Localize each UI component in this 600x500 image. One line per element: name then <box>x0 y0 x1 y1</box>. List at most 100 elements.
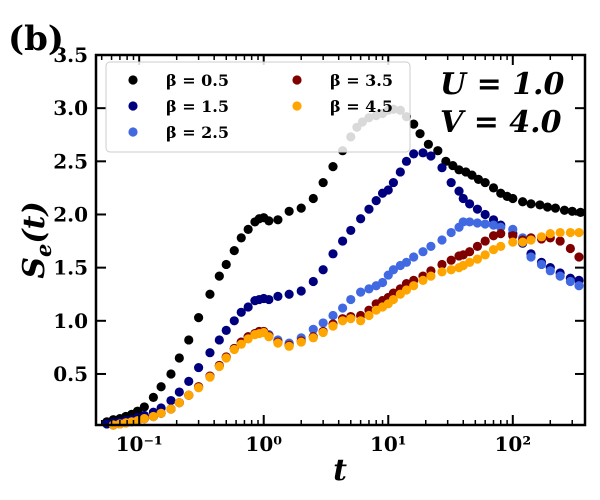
data-point <box>346 314 356 324</box>
data-point <box>465 247 475 257</box>
data-point <box>328 321 338 331</box>
series-4 <box>108 227 584 430</box>
data-point <box>480 250 490 260</box>
data-point <box>418 275 428 286</box>
legend-label: β = 0.5 <box>166 71 229 90</box>
data-point <box>328 162 338 172</box>
data-point <box>401 156 412 166</box>
data-point <box>472 254 483 264</box>
y-tick-label: 1.0 <box>53 309 88 333</box>
data-point <box>194 362 204 373</box>
data-point <box>338 303 348 313</box>
series-1 <box>102 148 584 429</box>
legend-label: β = 4.5 <box>330 97 393 116</box>
data-points <box>102 104 586 430</box>
legend: β = 0.5 β = 1.5 β = 2.5 β = 3.5 β = 4.5 <box>105 61 411 153</box>
data-point <box>508 193 518 204</box>
data-point <box>356 287 366 297</box>
data-point <box>318 177 328 188</box>
data-point <box>574 252 584 262</box>
data-point <box>273 338 283 348</box>
x-axis-label: t <box>333 453 347 488</box>
data-point <box>496 222 506 232</box>
data-point <box>426 241 436 251</box>
data-point <box>574 227 584 238</box>
data-point <box>508 224 518 234</box>
data-point <box>480 177 490 188</box>
data-point <box>555 227 565 238</box>
data-point <box>346 225 356 236</box>
legend-marker <box>128 75 138 85</box>
data-point <box>401 278 412 289</box>
data-point <box>214 335 224 345</box>
y-tick-label: 1.5 <box>53 256 88 280</box>
legend-marker <box>128 101 138 111</box>
data-point <box>526 199 536 209</box>
legend-marker <box>128 127 138 137</box>
data-point <box>446 265 456 275</box>
data-point <box>388 288 399 298</box>
data-point <box>296 337 306 347</box>
data-point <box>364 310 374 321</box>
annotation-u: U = 1.0 <box>440 67 565 102</box>
data-point <box>472 204 483 214</box>
data-point <box>273 291 283 301</box>
data-point <box>536 259 547 270</box>
data-point <box>338 236 348 246</box>
data-point <box>264 332 274 342</box>
data-point <box>409 149 419 159</box>
x-tick-label: 10² <box>494 432 531 456</box>
data-point <box>229 344 239 355</box>
data-point <box>318 265 328 275</box>
data-point <box>284 341 294 351</box>
series-0 <box>102 104 586 427</box>
legend-label: β = 3.5 <box>330 71 393 90</box>
data-point <box>508 231 518 241</box>
data-point <box>480 236 490 246</box>
data-point <box>545 266 555 276</box>
legend-marker <box>292 101 302 111</box>
data-point <box>184 390 194 400</box>
data-point <box>446 177 456 188</box>
data-point <box>526 235 536 245</box>
data-point <box>415 129 425 139</box>
data-point <box>243 224 253 234</box>
panel-label: (b) <box>8 19 64 59</box>
data-point <box>565 227 575 238</box>
y-tick-label: 3.5 <box>53 43 88 67</box>
data-point <box>221 353 231 363</box>
data-point <box>496 229 506 239</box>
data-point <box>221 325 231 335</box>
legend-label: β = 1.5 <box>166 97 229 116</box>
data-point <box>409 119 419 129</box>
data-point <box>565 276 575 287</box>
data-point <box>559 205 570 215</box>
data-point <box>472 218 483 228</box>
data-point <box>446 227 456 238</box>
data-point <box>205 348 215 358</box>
data-point <box>364 284 374 294</box>
data-point <box>465 217 475 227</box>
data-point <box>433 146 443 156</box>
x-tick-label: 10⁰ <box>245 432 282 456</box>
data-point <box>205 372 215 382</box>
data-point <box>465 199 475 209</box>
data-point <box>550 203 561 213</box>
legend-marker <box>292 75 302 85</box>
data-point <box>174 353 184 363</box>
data-point <box>472 241 483 251</box>
data-point <box>395 167 405 177</box>
data-point <box>488 220 499 230</box>
data-point <box>308 276 318 287</box>
data-point <box>229 246 239 256</box>
data-point <box>346 294 356 305</box>
x-tick-label: 10⁻¹ <box>116 432 163 456</box>
data-point <box>542 202 553 212</box>
data-point <box>364 204 374 214</box>
data-point <box>236 339 246 349</box>
data-point <box>465 257 475 267</box>
data-point <box>536 232 547 242</box>
data-point <box>446 255 456 265</box>
data-point <box>296 203 306 213</box>
data-point <box>383 185 393 195</box>
